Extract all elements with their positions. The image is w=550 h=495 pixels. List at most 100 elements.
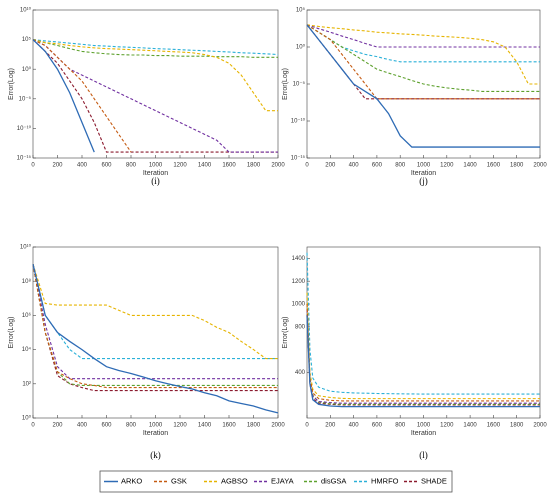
series-line	[32, 264, 278, 387]
series-line	[32, 263, 279, 414]
series-line	[306, 24, 540, 100]
x-tick-label: 1000	[149, 423, 163, 429]
x-axis-label: Iteration	[143, 170, 168, 177]
x-tick-label: 200	[52, 423, 63, 429]
y-tick-label: 10⁵	[22, 36, 32, 43]
series-line	[306, 315, 540, 406]
series-line	[32, 264, 278, 392]
x-axis-label: Iteration	[411, 430, 436, 437]
legend-box	[99, 470, 453, 493]
series-line	[32, 263, 278, 380]
series-line	[32, 264, 278, 389]
x-tick-label: 1000	[417, 163, 431, 169]
y-tick-label: 10⁰	[22, 66, 32, 73]
legend-label: EJAYA	[271, 476, 294, 485]
x-tick-label: 800	[126, 163, 137, 169]
series-line	[306, 309, 540, 404]
x-tick-label: 800	[395, 163, 406, 169]
x-tick-label: 1200	[440, 423, 454, 429]
x-tick-label: 2000	[533, 423, 547, 429]
x-tick-label: 1600	[487, 423, 501, 429]
y-axis-label: Error(Log)	[282, 68, 289, 100]
x-tick-label: 600	[101, 163, 112, 169]
y-tick-label: 10⁴	[22, 346, 32, 353]
legend-label: SHADE	[421, 476, 447, 485]
series-line	[306, 24, 540, 48]
x-tick-label: 2000	[271, 163, 285, 169]
series-line	[306, 24, 540, 85]
y-tick-label: 400	[295, 370, 306, 376]
legend-label: AGBSO	[221, 476, 248, 485]
series-line	[32, 39, 278, 58]
legend-label: GSK	[171, 476, 187, 485]
y-tick-label: 1200	[292, 279, 306, 285]
y-tick-label: 10⁻¹⁵	[17, 155, 32, 162]
x-tick-label: 0	[305, 423, 309, 429]
plot-frame	[32, 246, 279, 419]
y-tick-label: 10²	[22, 381, 31, 387]
panel-label: (j)	[419, 176, 428, 186]
x-axis-label: Iteration	[411, 170, 436, 177]
y-tick-label: 10⁻⁵	[293, 81, 306, 88]
plot-frame	[32, 9, 279, 159]
y-tick-label: 1400	[292, 256, 306, 262]
y-axis-label: Error(Log)	[282, 317, 289, 349]
series-line	[32, 263, 278, 360]
series-line	[32, 39, 278, 153]
series-line	[32, 39, 95, 153]
y-tick-label: 10⁻¹⁰	[17, 125, 32, 132]
y-tick-label: 10¹⁰	[20, 7, 32, 14]
y-tick-label: 1000	[292, 302, 306, 308]
series-line	[32, 263, 278, 360]
y-tick-label: 10⁵	[296, 7, 306, 14]
y-tick-label: 10⁶	[22, 312, 32, 319]
x-tick-label: 800	[395, 423, 406, 429]
y-tick-label: 10⁰	[296, 44, 306, 51]
x-tick-label: 400	[77, 423, 88, 429]
series-line	[32, 39, 278, 112]
panel-label: (i)	[151, 176, 160, 186]
x-tick-label: 0	[305, 163, 309, 169]
x-tick-label: 1200	[440, 163, 454, 169]
y-tick-label: 10⁻¹⁰	[291, 118, 306, 125]
series-line	[306, 315, 540, 408]
x-tick-label: 1200	[173, 423, 187, 429]
plot-frame	[306, 246, 541, 419]
x-tick-label: 1400	[463, 163, 477, 169]
x-tick-label: 0	[31, 423, 35, 429]
x-tick-label: 1000	[149, 163, 163, 169]
x-tick-label: 1800	[510, 423, 524, 429]
y-tick-label: 10⁻⁵	[19, 95, 32, 102]
x-tick-label: 400	[349, 163, 360, 169]
x-tick-label: 1000	[417, 423, 431, 429]
legend-label: disGSA	[321, 476, 346, 485]
x-tick-label: 600	[372, 163, 383, 169]
x-tick-label: 1600	[222, 163, 236, 169]
series-line	[306, 24, 540, 148]
x-tick-label: 1800	[510, 163, 524, 169]
x-tick-label: 800	[126, 423, 137, 429]
x-tick-label: 1800	[247, 423, 261, 429]
series-line	[306, 303, 540, 402]
series-line	[306, 252, 540, 395]
series-line	[306, 303, 540, 405]
x-tick-label: 400	[77, 163, 88, 169]
y-axis-label: Error(Log)	[8, 317, 15, 349]
x-tick-label: 0	[31, 163, 35, 169]
x-tick-label: 600	[372, 423, 383, 429]
x-tick-label: 1200	[173, 163, 187, 169]
panel-label: (l)	[419, 450, 428, 460]
x-tick-label: 1800	[247, 163, 261, 169]
x-tick-label: 200	[52, 163, 63, 169]
series-line	[32, 39, 132, 153]
x-axis-label: Iteration	[143, 430, 168, 437]
series-line	[306, 292, 540, 400]
y-tick-label: 10⁸	[22, 278, 32, 285]
x-tick-label: 2000	[533, 163, 547, 169]
legend-label: HMRFO	[371, 476, 399, 485]
series-line	[306, 24, 540, 63]
x-tick-label: 1600	[222, 423, 236, 429]
x-tick-label: 1400	[198, 163, 212, 169]
y-tick-label: 10¹⁰	[20, 244, 32, 251]
